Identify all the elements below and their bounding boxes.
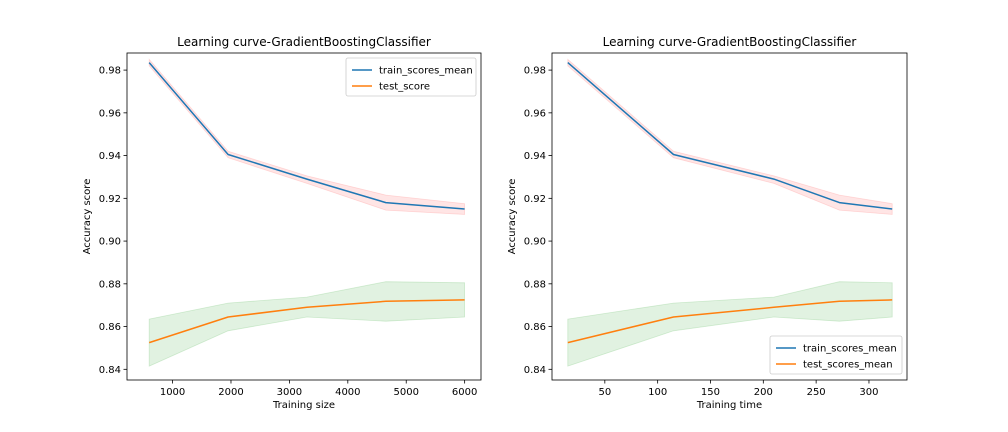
x-tick-label: 50 <box>598 387 611 398</box>
x-tick-label: 3000 <box>277 387 302 398</box>
axes-frame <box>126 52 482 381</box>
y-tick-label: 0.92 <box>524 194 546 205</box>
chart-1: 1000 2000 3000 4000 5000 6000 0.84 0.86 0.88 0.90… <box>82 35 482 411</box>
y-tick-label: 0.92 <box>99 194 121 205</box>
y-tick-label: 0.90 <box>99 237 121 248</box>
series-line-train_scores_mean <box>567 62 893 210</box>
x-tick-label: 100 <box>648 387 667 398</box>
band-train_scores_mean <box>567 58 893 215</box>
y-tick-label: 0.88 <box>99 279 121 290</box>
x-tick-label: 6000 <box>452 387 477 398</box>
band-test_score <box>148 281 465 367</box>
series-line-test_score <box>148 299 465 344</box>
axes-frame <box>551 52 908 381</box>
x-axis-label: Training size <box>272 400 335 411</box>
series-line-train_scores_mean <box>148 62 465 210</box>
series-line-test_scores_mean <box>567 299 893 344</box>
y-tick-label: 0.94 <box>524 151 546 162</box>
x-tick-label: 300 <box>859 387 878 398</box>
legend-box <box>769 335 903 375</box>
x-tick-label: 250 <box>807 387 826 398</box>
legend-box <box>345 57 477 97</box>
band-test_scores_mean <box>567 281 893 367</box>
x-tick-label: 200 <box>754 387 773 398</box>
chart-title: Learning curve-GradientBoostingClassifie… <box>177 35 431 49</box>
x-tick-label: 2000 <box>218 387 243 398</box>
y-tick-label: 0.90 <box>524 237 546 248</box>
x-tick-label: 1000 <box>160 387 185 398</box>
x-tick-label: 4000 <box>335 387 360 398</box>
legend-label: train_scores_mean <box>379 66 473 77</box>
y-tick-label: 0.86 <box>524 322 546 333</box>
chart-2: 50 100 150 200 250 300 0.84 0.86 0.88 0.90 0.92 0.9… <box>507 35 908 411</box>
x-axis-label: Training time <box>696 400 762 411</box>
y-tick-label: 0.84 <box>99 365 121 376</box>
legend-label: test_score <box>379 82 430 93</box>
y-tick-label: 0.96 <box>99 108 121 119</box>
y-tick-label: 0.96 <box>524 108 546 119</box>
y-tick-label: 0.84 <box>524 365 546 376</box>
legend: train_scores_mean test_scores_mean <box>769 335 903 375</box>
y-tick-label: 0.94 <box>99 151 121 162</box>
y-axis-label: Accuracy score <box>82 179 93 255</box>
x-tick-label: 5000 <box>394 387 419 398</box>
y-tick-label: 0.98 <box>524 66 546 77</box>
y-tick-label: 0.88 <box>524 279 546 290</box>
x-tick-label: 150 <box>701 387 720 398</box>
y-axis-label: Accuracy score <box>507 179 518 255</box>
legend-label: train_scores_mean <box>803 344 897 355</box>
y-tick-label: 0.86 <box>99 322 121 333</box>
chart-title: Learning curve-GradientBoostingClassifie… <box>603 35 857 49</box>
y-tick-label: 0.98 <box>99 66 121 77</box>
legend: train_scores_mean test_score <box>345 57 477 97</box>
legend-label: test_scores_mean <box>803 360 893 371</box>
